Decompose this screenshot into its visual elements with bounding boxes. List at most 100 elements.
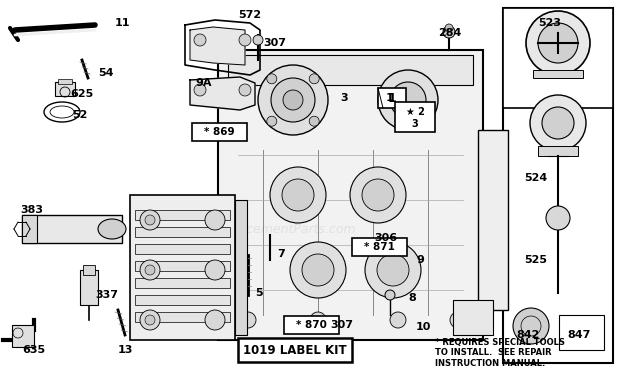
Circle shape <box>513 308 549 344</box>
Circle shape <box>310 312 326 328</box>
Circle shape <box>390 312 406 328</box>
Circle shape <box>283 90 303 110</box>
Circle shape <box>140 310 160 330</box>
Bar <box>503 8 613 363</box>
Text: 7: 7 <box>277 249 285 259</box>
Circle shape <box>290 242 346 298</box>
Bar <box>284 316 339 334</box>
Bar <box>218 50 483 340</box>
Circle shape <box>385 290 395 300</box>
Bar <box>533 70 583 78</box>
Text: 52: 52 <box>72 110 87 120</box>
Polygon shape <box>190 27 245 65</box>
Circle shape <box>145 315 155 325</box>
Circle shape <box>258 65 328 135</box>
Bar <box>135 278 230 288</box>
Bar <box>80 270 98 305</box>
Bar <box>135 227 230 237</box>
Text: 5: 5 <box>255 288 263 298</box>
Bar <box>559 315 604 350</box>
Bar <box>352 238 407 256</box>
Text: 1019 LABEL KIT: 1019 LABEL KIT <box>243 344 347 357</box>
Bar <box>478 130 508 310</box>
Bar <box>503 8 613 108</box>
Text: ★ 2: ★ 2 <box>405 107 425 117</box>
Circle shape <box>145 265 155 275</box>
Text: 10: 10 <box>416 322 432 332</box>
Circle shape <box>546 206 570 230</box>
Polygon shape <box>190 77 255 110</box>
Circle shape <box>240 312 256 328</box>
Text: 523: 523 <box>538 18 561 28</box>
Circle shape <box>443 26 455 38</box>
Bar <box>135 210 230 220</box>
Text: 9: 9 <box>416 255 424 265</box>
Bar <box>228 55 473 85</box>
Bar <box>378 88 406 108</box>
Bar <box>55 82 75 96</box>
Circle shape <box>282 179 314 211</box>
Circle shape <box>145 215 155 225</box>
Circle shape <box>194 84 206 96</box>
Bar <box>83 265 95 275</box>
Circle shape <box>526 11 590 75</box>
Bar <box>22 215 122 243</box>
Text: 3: 3 <box>412 119 418 129</box>
Text: 307: 307 <box>263 38 286 48</box>
Text: 307: 307 <box>330 320 353 330</box>
Bar <box>453 300 493 335</box>
Text: 284: 284 <box>438 28 461 38</box>
Bar <box>135 295 230 305</box>
Text: 13: 13 <box>118 345 133 355</box>
Circle shape <box>378 70 438 130</box>
Bar <box>395 102 435 132</box>
Bar <box>22 215 37 243</box>
Text: 847: 847 <box>567 330 590 340</box>
Text: 572: 572 <box>238 10 261 20</box>
Circle shape <box>239 34 251 46</box>
Text: * REQUIRES SPECIAL TOOLS
TO INSTALL.  SEE REPAIR
INSTRUCTION MANUAL.: * REQUIRES SPECIAL TOOLS TO INSTALL. SEE… <box>435 338 565 368</box>
Circle shape <box>450 312 466 328</box>
Circle shape <box>271 78 315 122</box>
Text: * 869: * 869 <box>204 127 235 137</box>
Circle shape <box>253 35 263 45</box>
Text: 54: 54 <box>98 68 113 78</box>
Circle shape <box>350 167 406 223</box>
Text: 11: 11 <box>115 18 130 28</box>
Bar <box>538 146 578 156</box>
Circle shape <box>302 254 334 286</box>
Text: 525: 525 <box>524 255 547 265</box>
Bar <box>135 312 230 322</box>
Ellipse shape <box>98 219 126 239</box>
Circle shape <box>309 74 319 84</box>
Circle shape <box>267 74 277 84</box>
Circle shape <box>239 84 251 96</box>
Text: 842: 842 <box>516 330 539 340</box>
Text: 8: 8 <box>408 293 416 303</box>
Text: * 871: * 871 <box>364 242 395 252</box>
Bar <box>58 79 72 84</box>
Text: 9A: 9A <box>195 78 211 88</box>
Text: 1: 1 <box>386 93 394 103</box>
Text: 383: 383 <box>20 205 43 215</box>
Text: 337: 337 <box>95 290 118 300</box>
Circle shape <box>270 167 326 223</box>
Circle shape <box>267 116 277 126</box>
Circle shape <box>390 82 426 118</box>
Circle shape <box>140 210 160 230</box>
Bar <box>12 325 34 347</box>
Circle shape <box>362 179 394 211</box>
Circle shape <box>205 210 225 230</box>
Text: 635: 635 <box>22 345 45 355</box>
Circle shape <box>194 34 206 46</box>
Bar <box>192 123 247 141</box>
Bar <box>135 244 230 254</box>
Circle shape <box>309 116 319 126</box>
Circle shape <box>377 254 409 286</box>
Text: 524: 524 <box>524 173 547 183</box>
Circle shape <box>542 107 574 139</box>
Circle shape <box>530 95 586 151</box>
Bar <box>130 195 235 340</box>
Circle shape <box>538 23 578 63</box>
Circle shape <box>205 260 225 280</box>
